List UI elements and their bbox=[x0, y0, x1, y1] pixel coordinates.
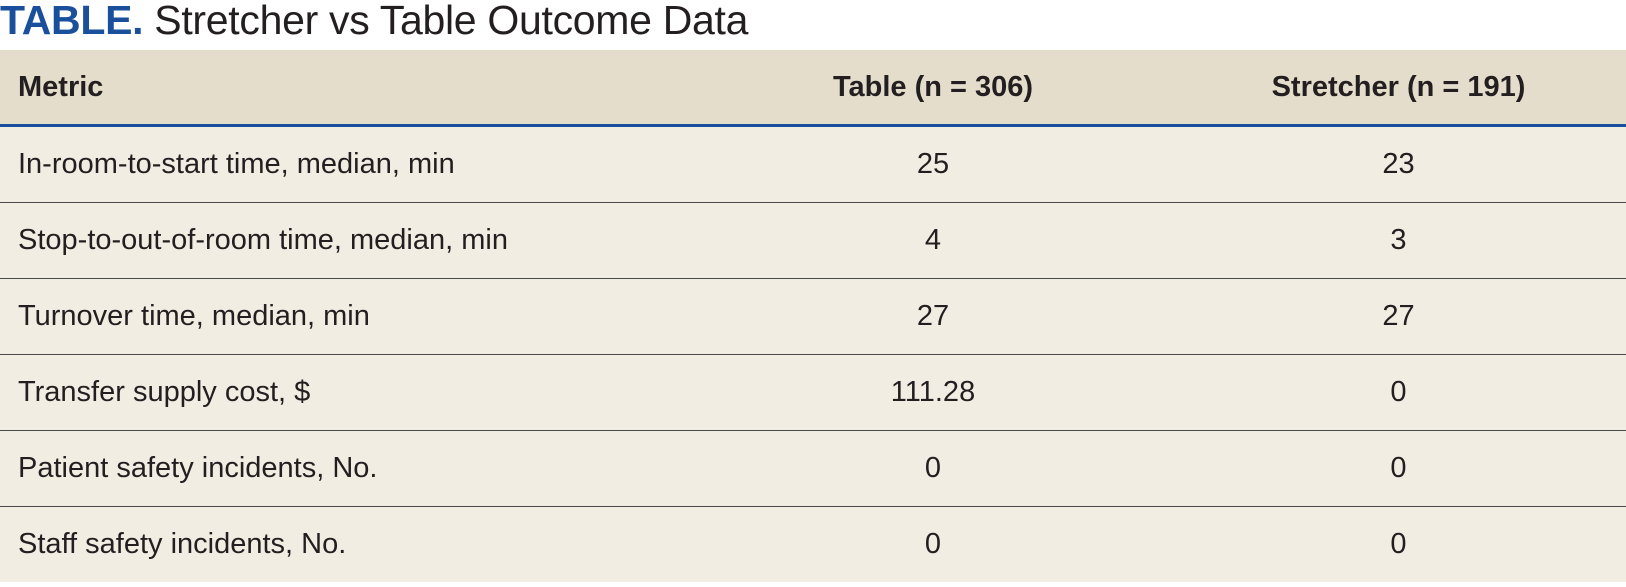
header-row: Metric Table (n = 306) Stretcher (n = 19… bbox=[0, 50, 1626, 127]
table-row: Staff safety incidents, No. 0 0 bbox=[0, 506, 1626, 582]
table-title-text: Stretcher vs Table Outcome Data bbox=[154, 0, 749, 43]
cell-metric: Staff safety incidents, No. bbox=[0, 506, 695, 582]
table-row: In-room-to-start time, median, min 25 23 bbox=[0, 125, 1626, 203]
table-row: Transfer supply cost, $ 111.28 0 bbox=[0, 354, 1626, 431]
cell-metric: Turnover time, median, min bbox=[0, 278, 695, 355]
cell-stretcher-value: 0 bbox=[1171, 506, 1626, 582]
outcome-table: Metric Table (n = 306) Stretcher (n = 19… bbox=[0, 50, 1626, 587]
header-metric: Metric bbox=[0, 50, 695, 127]
cell-metric: Transfer supply cost, $ bbox=[0, 354, 695, 431]
table-row: Patient safety incidents, No. 0 0 bbox=[0, 430, 1626, 507]
header-table: Table (n = 306) bbox=[695, 50, 1171, 127]
cell-table-value: 4 bbox=[695, 202, 1171, 279]
cell-stretcher-value: 3 bbox=[1171, 202, 1626, 279]
cell-metric: Patient safety incidents, No. bbox=[0, 430, 695, 507]
cell-table-value: 27 bbox=[695, 278, 1171, 355]
cell-table-value: 0 bbox=[695, 506, 1171, 582]
cell-table-value: 111.28 bbox=[695, 354, 1171, 431]
data-table: Metric Table (n = 306) Stretcher (n = 19… bbox=[0, 50, 1626, 582]
cell-table-value: 0 bbox=[695, 430, 1171, 507]
cell-stretcher-value: 0 bbox=[1171, 354, 1626, 431]
table-body: In-room-to-start time, median, min 25 23… bbox=[0, 125, 1626, 582]
cell-metric: In-room-to-start time, median, min bbox=[0, 125, 695, 203]
cell-table-value: 25 bbox=[695, 125, 1171, 203]
cell-stretcher-value: 27 bbox=[1171, 278, 1626, 355]
table-title-label: TABLE. bbox=[0, 0, 144, 43]
cell-stretcher-value: 0 bbox=[1171, 430, 1626, 507]
table-header: Metric Table (n = 306) Stretcher (n = 19… bbox=[0, 50, 1626, 127]
table-title: TABLE. Stretcher vs Table Outcome Data bbox=[0, 0, 748, 50]
cell-metric: Stop-to-out-of-room time, median, min bbox=[0, 202, 695, 279]
cell-stretcher-value: 23 bbox=[1171, 125, 1626, 203]
table-row: Stop-to-out-of-room time, median, min 4 … bbox=[0, 202, 1626, 279]
table-row: Turnover time, median, min 27 27 bbox=[0, 278, 1626, 355]
header-stretcher: Stretcher (n = 191) bbox=[1171, 50, 1626, 127]
